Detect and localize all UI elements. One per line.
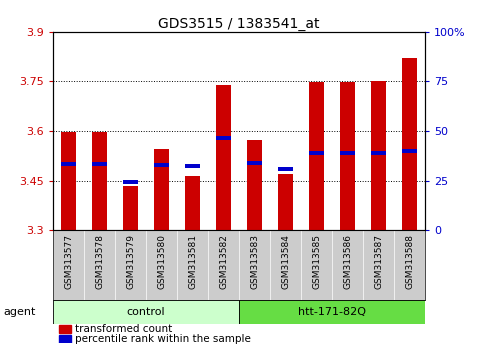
Bar [92,162,107,166]
Bar [216,136,231,140]
Text: GSM313577: GSM313577 [64,234,73,289]
Text: GSM313588: GSM313588 [405,234,414,289]
Bar [278,174,293,230]
Text: GSM313585: GSM313585 [312,234,321,289]
Text: GSM313587: GSM313587 [374,234,383,289]
Bar [278,167,293,171]
Text: GSM313579: GSM313579 [126,234,135,289]
Bar [309,151,324,155]
Text: GSM313581: GSM313581 [188,234,197,289]
Bar [371,151,386,155]
Bar [185,176,200,230]
Text: agent: agent [4,307,36,316]
Text: GSM313583: GSM313583 [250,234,259,289]
Bar [154,163,169,167]
FancyBboxPatch shape [53,300,239,324]
Bar [154,149,170,230]
Text: htt-171-82Q: htt-171-82Q [298,307,366,316]
Bar [59,325,71,333]
Bar [309,82,324,230]
Text: GSM313586: GSM313586 [343,234,352,289]
Bar [371,81,386,230]
Bar [61,162,76,166]
Text: GSM313580: GSM313580 [157,234,166,289]
FancyArrow shape [47,306,53,318]
Text: percentile rank within the sample: percentile rank within the sample [75,334,251,344]
Bar [402,58,417,230]
Text: transformed count: transformed count [75,324,172,334]
Text: GSM313578: GSM313578 [95,234,104,289]
Bar [402,149,417,153]
Title: GDS3515 / 1383541_at: GDS3515 / 1383541_at [158,17,320,31]
Bar [61,132,76,230]
Bar [92,132,107,230]
FancyBboxPatch shape [239,300,425,324]
Bar [247,140,262,230]
Text: control: control [127,307,165,316]
Bar [123,185,138,230]
Bar [216,85,231,230]
Text: GSM313584: GSM313584 [281,234,290,289]
Bar [247,161,262,165]
Bar [340,82,355,230]
Text: GSM313582: GSM313582 [219,234,228,289]
Bar [340,151,355,155]
Bar [123,180,138,184]
Bar [59,335,71,343]
Bar [185,164,200,169]
